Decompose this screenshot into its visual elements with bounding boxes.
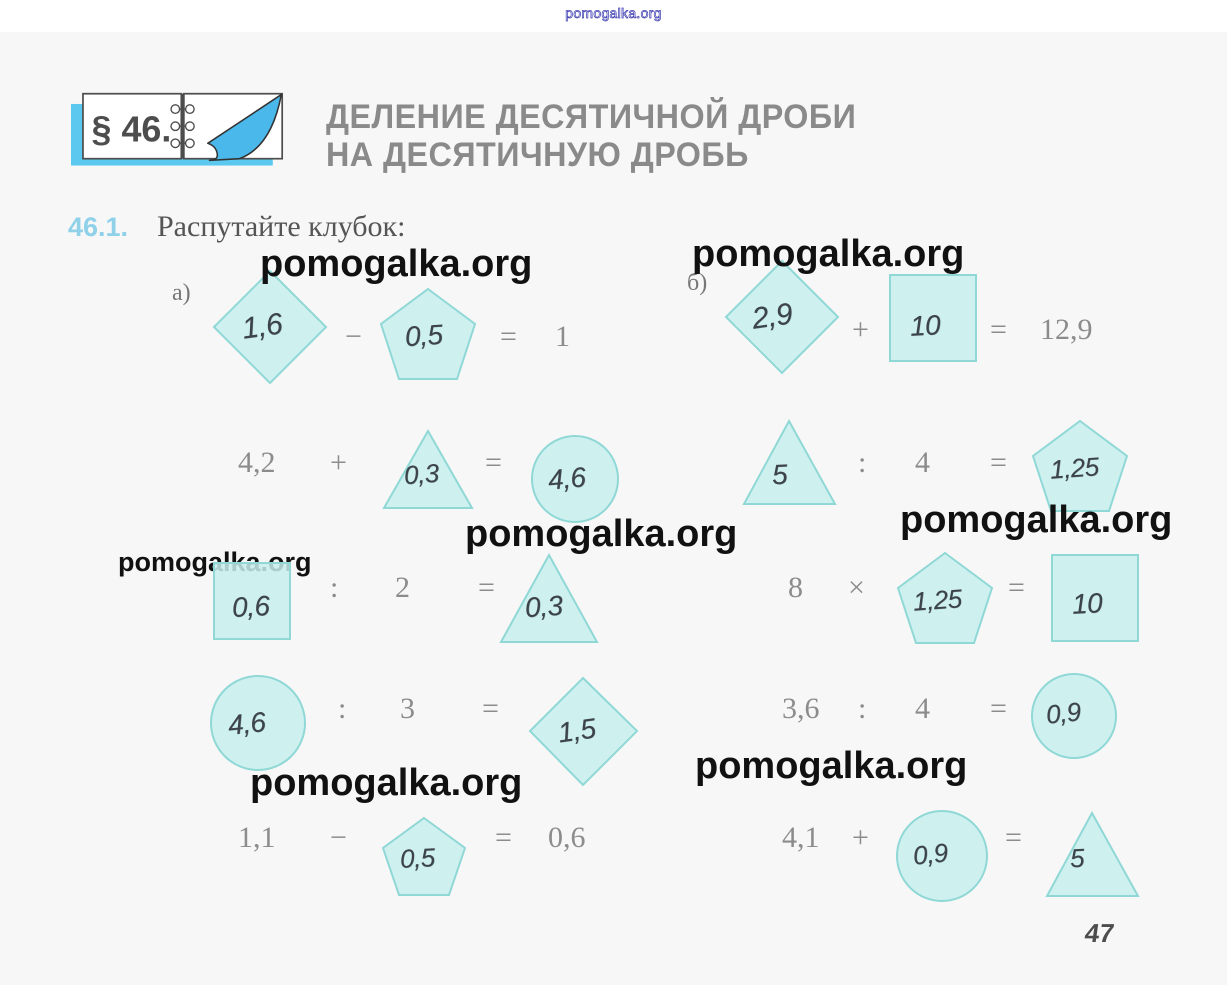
svg-text:§ 46.: § 46. xyxy=(92,109,172,150)
